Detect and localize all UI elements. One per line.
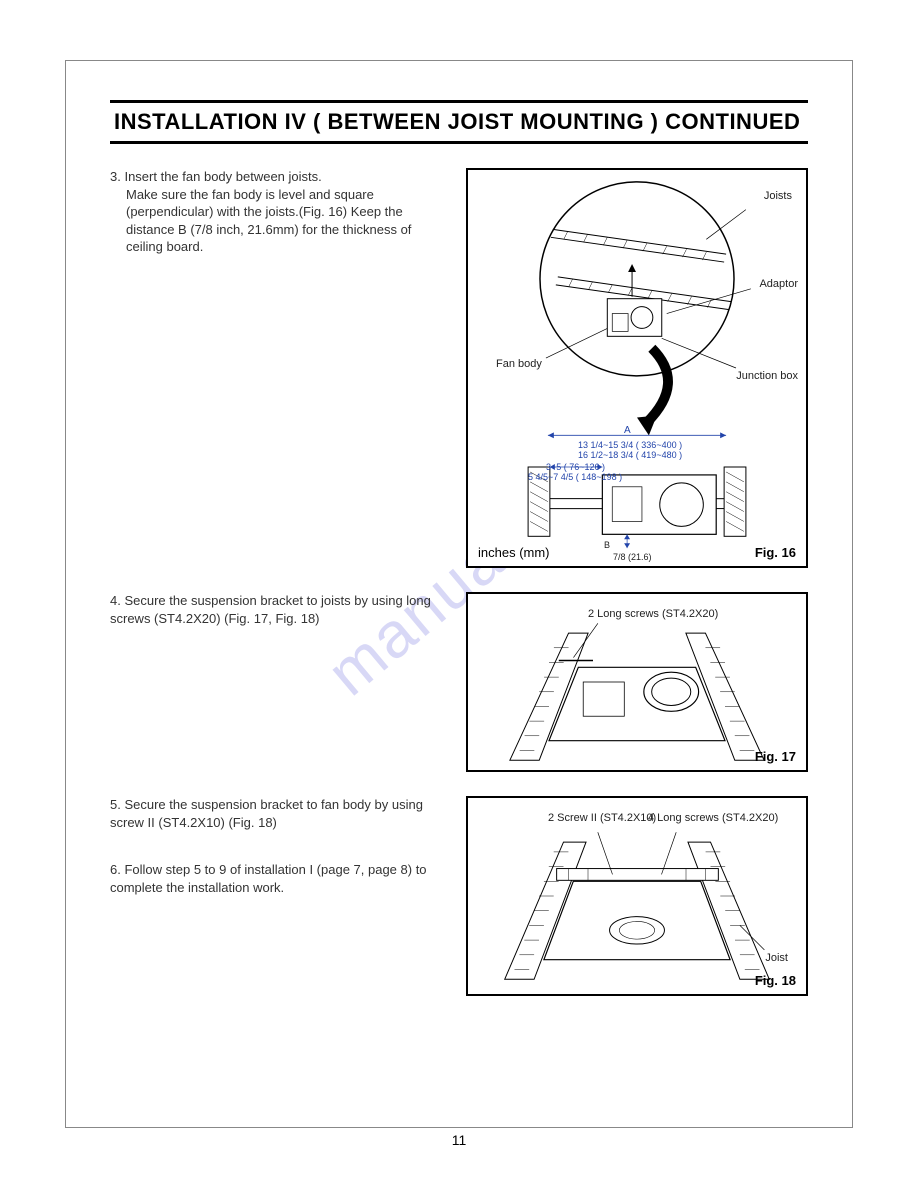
- callout-joist: Joist: [765, 952, 788, 964]
- callout-joists: Joists: [764, 190, 792, 202]
- fig18-label: Fig. 18: [755, 973, 796, 988]
- callout-4screws: 4 Long screws (ST4.2X20): [648, 812, 778, 824]
- callout-adaptor: Adaptor: [759, 278, 798, 290]
- callout-junction: Junction box: [736, 370, 798, 382]
- page-number: 11: [452, 1132, 467, 1148]
- step-number: 6.: [110, 862, 121, 877]
- step-6-block: 6. Follow step 5 to 9 of installation I …: [110, 861, 450, 896]
- dim-line4: 5 4/5~7 4/5 ( 148~198 ): [528, 472, 622, 482]
- dim-line3: 3~5 ( 76~126 ): [546, 462, 605, 472]
- figure-18: 2 Screw II (ST4.2X10) 4 Long screws (ST4…: [466, 796, 808, 996]
- step-4-text: 4. Secure the suspension bracket to jois…: [110, 592, 450, 772]
- step-5-block: 5. Secure the suspension bracket to fan …: [110, 796, 450, 831]
- fig17-diagram: [468, 594, 806, 770]
- figure-17: 2 Long screws (ST4.2X20) Fig. 17: [466, 592, 808, 772]
- fig16-units: inches (mm): [478, 545, 550, 560]
- callout-2longscrews: 2 Long screws (ST4.2X20): [588, 608, 718, 620]
- callout-fanbody: Fan body: [496, 358, 542, 370]
- step-text-line: Secure the suspension bracket to fan bod…: [110, 797, 423, 830]
- step-number: 4.: [110, 593, 121, 608]
- step-text-line: Follow step 5 to 9 of installation I (pa…: [110, 862, 427, 895]
- section-title: INSTALLATION IV ( BETWEEN JOIST MOUNTING…: [114, 109, 804, 135]
- dim-b-val: 7/8 (21.6): [613, 552, 652, 562]
- dim-line1: 13 1/4~15 3/4 ( 336~400 ): [578, 440, 682, 450]
- step-number: 3.: [110, 169, 121, 184]
- section-title-box: INSTALLATION IV ( BETWEEN JOIST MOUNTING…: [110, 100, 808, 144]
- step-text-line: Secure the suspension bracket to joists …: [110, 593, 431, 626]
- step-row-4: 4. Secure the suspension bracket to jois…: [110, 592, 808, 772]
- fig17-label: Fig. 17: [755, 749, 796, 764]
- fig18-diagram: [468, 798, 806, 994]
- step-row-5-6: 5. Secure the suspension bracket to fan …: [110, 796, 808, 996]
- dim-line2: 16 1/2~18 3/4 ( 419~480 ): [578, 450, 682, 460]
- step-text-rest: Make sure the fan body is level and squa…: [110, 186, 450, 256]
- manual-page: manualshive.com INSTALLATION IV ( BETWEE…: [0, 0, 918, 1188]
- figure-16: Joists Adaptor Fan body Junction box A 1…: [466, 168, 808, 568]
- step-row-3: 3. Insert the fan body between joists. M…: [110, 168, 808, 568]
- step-5-6-text: 5. Secure the suspension bracket to fan …: [110, 796, 450, 996]
- fig16-label: Fig. 16: [755, 545, 796, 560]
- step-3-text: 3. Insert the fan body between joists. M…: [110, 168, 450, 568]
- dim-b: B: [604, 540, 610, 550]
- step-number: 5.: [110, 797, 121, 812]
- callout-screw2: 2 Screw II (ST4.2X10): [548, 812, 656, 824]
- dim-a: A: [624, 425, 631, 436]
- step-text-line: Insert the fan body between joists.: [124, 169, 321, 184]
- page-content: INSTALLATION IV ( BETWEEN JOIST MOUNTING…: [80, 70, 838, 1050]
